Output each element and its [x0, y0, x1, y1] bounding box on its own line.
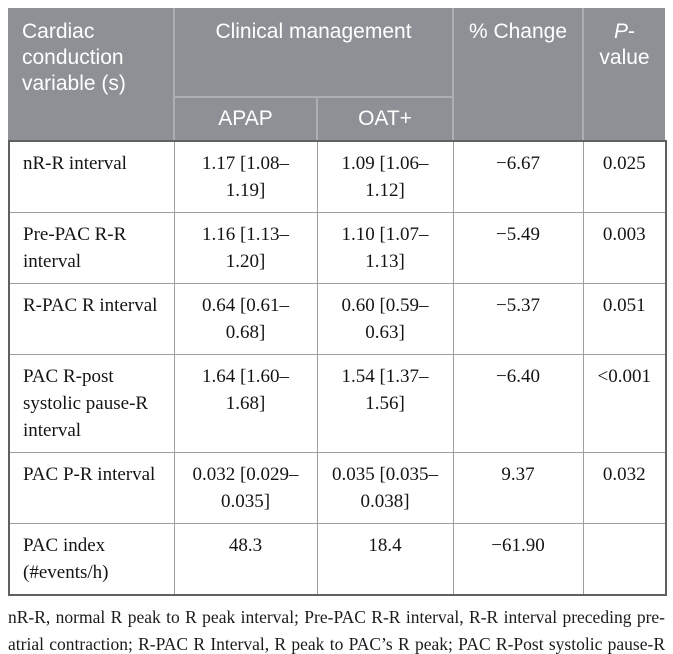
cell-pvalue: 0.025 [582, 140, 667, 213]
cell-change: −6.40 [452, 354, 584, 453]
cell-change: −5.49 [452, 212, 584, 284]
cell-pvalue: 0.051 [582, 283, 667, 355]
header-p-value: P- value [582, 8, 665, 140]
cell-variable: Pre-PAC R-R interval [8, 212, 175, 284]
header-percent-change: % Change [452, 8, 582, 140]
header-clinical-management: Clinical management [173, 8, 452, 98]
cell-change: 9.37 [452, 452, 584, 524]
table-row: Pre-PAC R-R interval 1.16 [1.13–1.20] 1.… [8, 212, 667, 284]
cell-apap: 48.3 [173, 523, 318, 596]
cell-apap: 1.16 [1.13–1.20] [173, 212, 318, 284]
cell-oat: 1.54 [1.37–1.56] [316, 354, 454, 453]
table-footnote: nR-R, normal R peak to R peak interval; … [8, 607, 665, 654]
table-header: Cardiac conduction variable (s) Clinical… [8, 8, 665, 140]
cell-pvalue: <0.001 [582, 354, 667, 453]
table-row: nR-R interval 1.17 [1.08–1.19] 1.09 [1.0… [8, 140, 667, 213]
table-row: PAC index (#events/h) 48.3 18.4 −61.90 [8, 523, 667, 596]
cell-variable: R-PAC R interval [8, 283, 175, 355]
cell-oat: 1.10 [1.07–1.13] [316, 212, 454, 284]
cell-change: −61.90 [452, 523, 584, 596]
header-cardiac-conduction-variable: Cardiac conduction variable (s) [22, 20, 126, 95]
cell-apap: 0.032 [0.029–0.035] [173, 452, 318, 524]
cell-variable: nR-R interval [8, 140, 175, 213]
cell-pvalue: 0.003 [582, 212, 667, 284]
cell-change: −5.37 [452, 283, 584, 355]
cell-oat: 18.4 [316, 523, 454, 596]
header-apap: APAP [173, 98, 316, 140]
p-value-italic-p: P [613, 20, 628, 43]
cell-pvalue: 0.032 [582, 452, 667, 524]
cell-variable: PAC R-post systolic pause-R interval [8, 354, 175, 453]
cell-pvalue [582, 523, 667, 596]
cell-oat: 0.035 [0.035–0.038] [316, 452, 454, 524]
table-row: PAC P-R interval 0.032 [0.029–0.035] 0.0… [8, 452, 667, 524]
cell-oat: 1.09 [1.06–1.12] [316, 140, 454, 213]
table-row: R-PAC R interval 0.64 [0.61–0.68] 0.60 [… [8, 283, 667, 355]
cell-variable: PAC P-R interval [8, 452, 175, 524]
cell-variable: PAC index (#events/h) [8, 523, 175, 596]
cell-oat: 0.60 [0.59–0.63] [316, 283, 454, 355]
table-row: PAC R-post systolic pause-R interval 1.6… [8, 354, 667, 453]
p-value-dash: - [628, 20, 635, 43]
cell-apap: 0.64 [0.61–0.68] [173, 283, 318, 355]
data-table: nR-R interval 1.17 [1.08–1.19] 1.09 [1.0… [8, 140, 667, 596]
cell-apap: 1.64 [1.60–1.68] [173, 354, 318, 453]
p-value-rest: value [599, 46, 650, 69]
header-oat: OAT+ [316, 98, 452, 140]
cell-change: −6.67 [452, 140, 584, 213]
cell-apap: 1.17 [1.08–1.19] [173, 140, 318, 213]
